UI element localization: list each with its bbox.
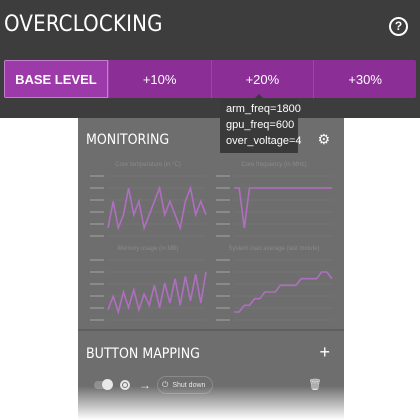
monitoring-title: MONITORING — [86, 132, 170, 148]
overclocking-title: OVERCLOCKING — [4, 12, 163, 37]
tooltip-line-over-voltage: over_voltage=4 — [226, 135, 302, 147]
chart-core-temperature: Core temperature (in °C) — [86, 162, 210, 242]
chart-title: Memory usage (in MB) — [117, 246, 179, 252]
chart-tick-mark — [216, 283, 230, 285]
chart-series-line — [234, 271, 333, 313]
chart-series-line — [107, 271, 207, 315]
chart-tick-mark — [216, 175, 230, 177]
chart-memory-usage: Memory usage (in MB) — [86, 246, 210, 326]
chart-tick-mark — [216, 259, 230, 261]
monitoring-charts: Core temperature (in °C) Core frequency … — [86, 162, 336, 326]
level-plus30-button[interactable]: +30% — [313, 60, 416, 98]
overclocking-dialog: OVERCLOCKING ? BASE LEVEL +10% +20% +30% — [0, 0, 420, 118]
level-plus10-button[interactable]: +10% — [107, 60, 211, 98]
chart-tick-mark — [216, 211, 230, 213]
help-icon[interactable]: ? — [389, 17, 408, 36]
chart-series-line — [107, 185, 207, 231]
action-label: Shut down — [172, 381, 206, 389]
mapping-toggle[interactable] — [94, 379, 113, 390]
tooltip-line-arm-freq: arm_freq=1800 — [226, 103, 301, 115]
tooltip-arrow — [253, 94, 265, 100]
power-icon: ⏻ — [162, 380, 169, 389]
chart-core-frequency: Core frequency (in MHz) — [212, 162, 336, 242]
chart-tick-mark — [90, 295, 104, 297]
gear-icon[interactable]: ⚙ — [317, 131, 330, 147]
button-mapping-header: BUTTON MAPPING + — [78, 332, 344, 378]
chart-tick-mark — [216, 295, 230, 297]
chart-tick-mark — [90, 187, 104, 189]
chart-title: Core frequency (in MHz) — [241, 162, 307, 168]
chart-tick-mark — [216, 271, 230, 273]
chart-tick-mark — [216, 199, 230, 201]
button-mapping-title: BUTTON MAPPING — [86, 346, 200, 362]
background-panel: MONITORING ⚙ Core temperature (in °C) Co… — [78, 118, 344, 420]
section-divider — [78, 329, 344, 331]
chart-memory-usage-plot — [90, 259, 207, 321]
chart-core-temperature-plot — [90, 175, 207, 237]
chart-tick-mark — [90, 235, 104, 237]
chart-tick-mark — [216, 235, 230, 237]
level-plus20-button[interactable]: +20% — [210, 60, 314, 98]
chart-title: System load average (last minute) — [228, 246, 320, 252]
overclock-level-selector: BASE LEVEL +10% +20% +30% — [4, 60, 416, 98]
chart-tick-mark — [90, 271, 104, 273]
level-tooltip: arm_freq=1800 gpu_freq=600 over_voltage=… — [220, 99, 302, 153]
chart-system-load: System load average (last minute) — [212, 246, 336, 326]
add-mapping-icon[interactable]: + — [319, 342, 330, 362]
chart-system-load-plot — [216, 259, 333, 321]
chart-tick-mark — [90, 319, 104, 321]
chart-core-frequency-plot — [216, 175, 332, 237]
chart-tick-mark — [90, 223, 104, 225]
level-base-button[interactable]: BASE LEVEL — [4, 60, 108, 98]
chart-tick-mark — [90, 211, 104, 213]
chart-tick-mark — [90, 307, 104, 309]
chart-series-line — [234, 187, 332, 229]
chart-tick-mark — [216, 319, 230, 321]
monitoring-header: MONITORING ⚙ — [78, 118, 344, 164]
chart-tick-mark — [216, 187, 230, 189]
chart-title: Core temperature (in °C) — [115, 162, 181, 168]
chart-tick-mark — [216, 223, 230, 225]
chart-tick-mark — [90, 175, 104, 177]
tooltip-line-gpu-freq: gpu_freq=600 — [226, 119, 295, 131]
bottom-fade — [78, 386, 344, 420]
chart-tick-mark — [216, 307, 230, 309]
chart-tick-mark — [90, 259, 104, 261]
chart-tick-mark — [90, 199, 104, 201]
chart-tick-mark — [90, 283, 104, 285]
